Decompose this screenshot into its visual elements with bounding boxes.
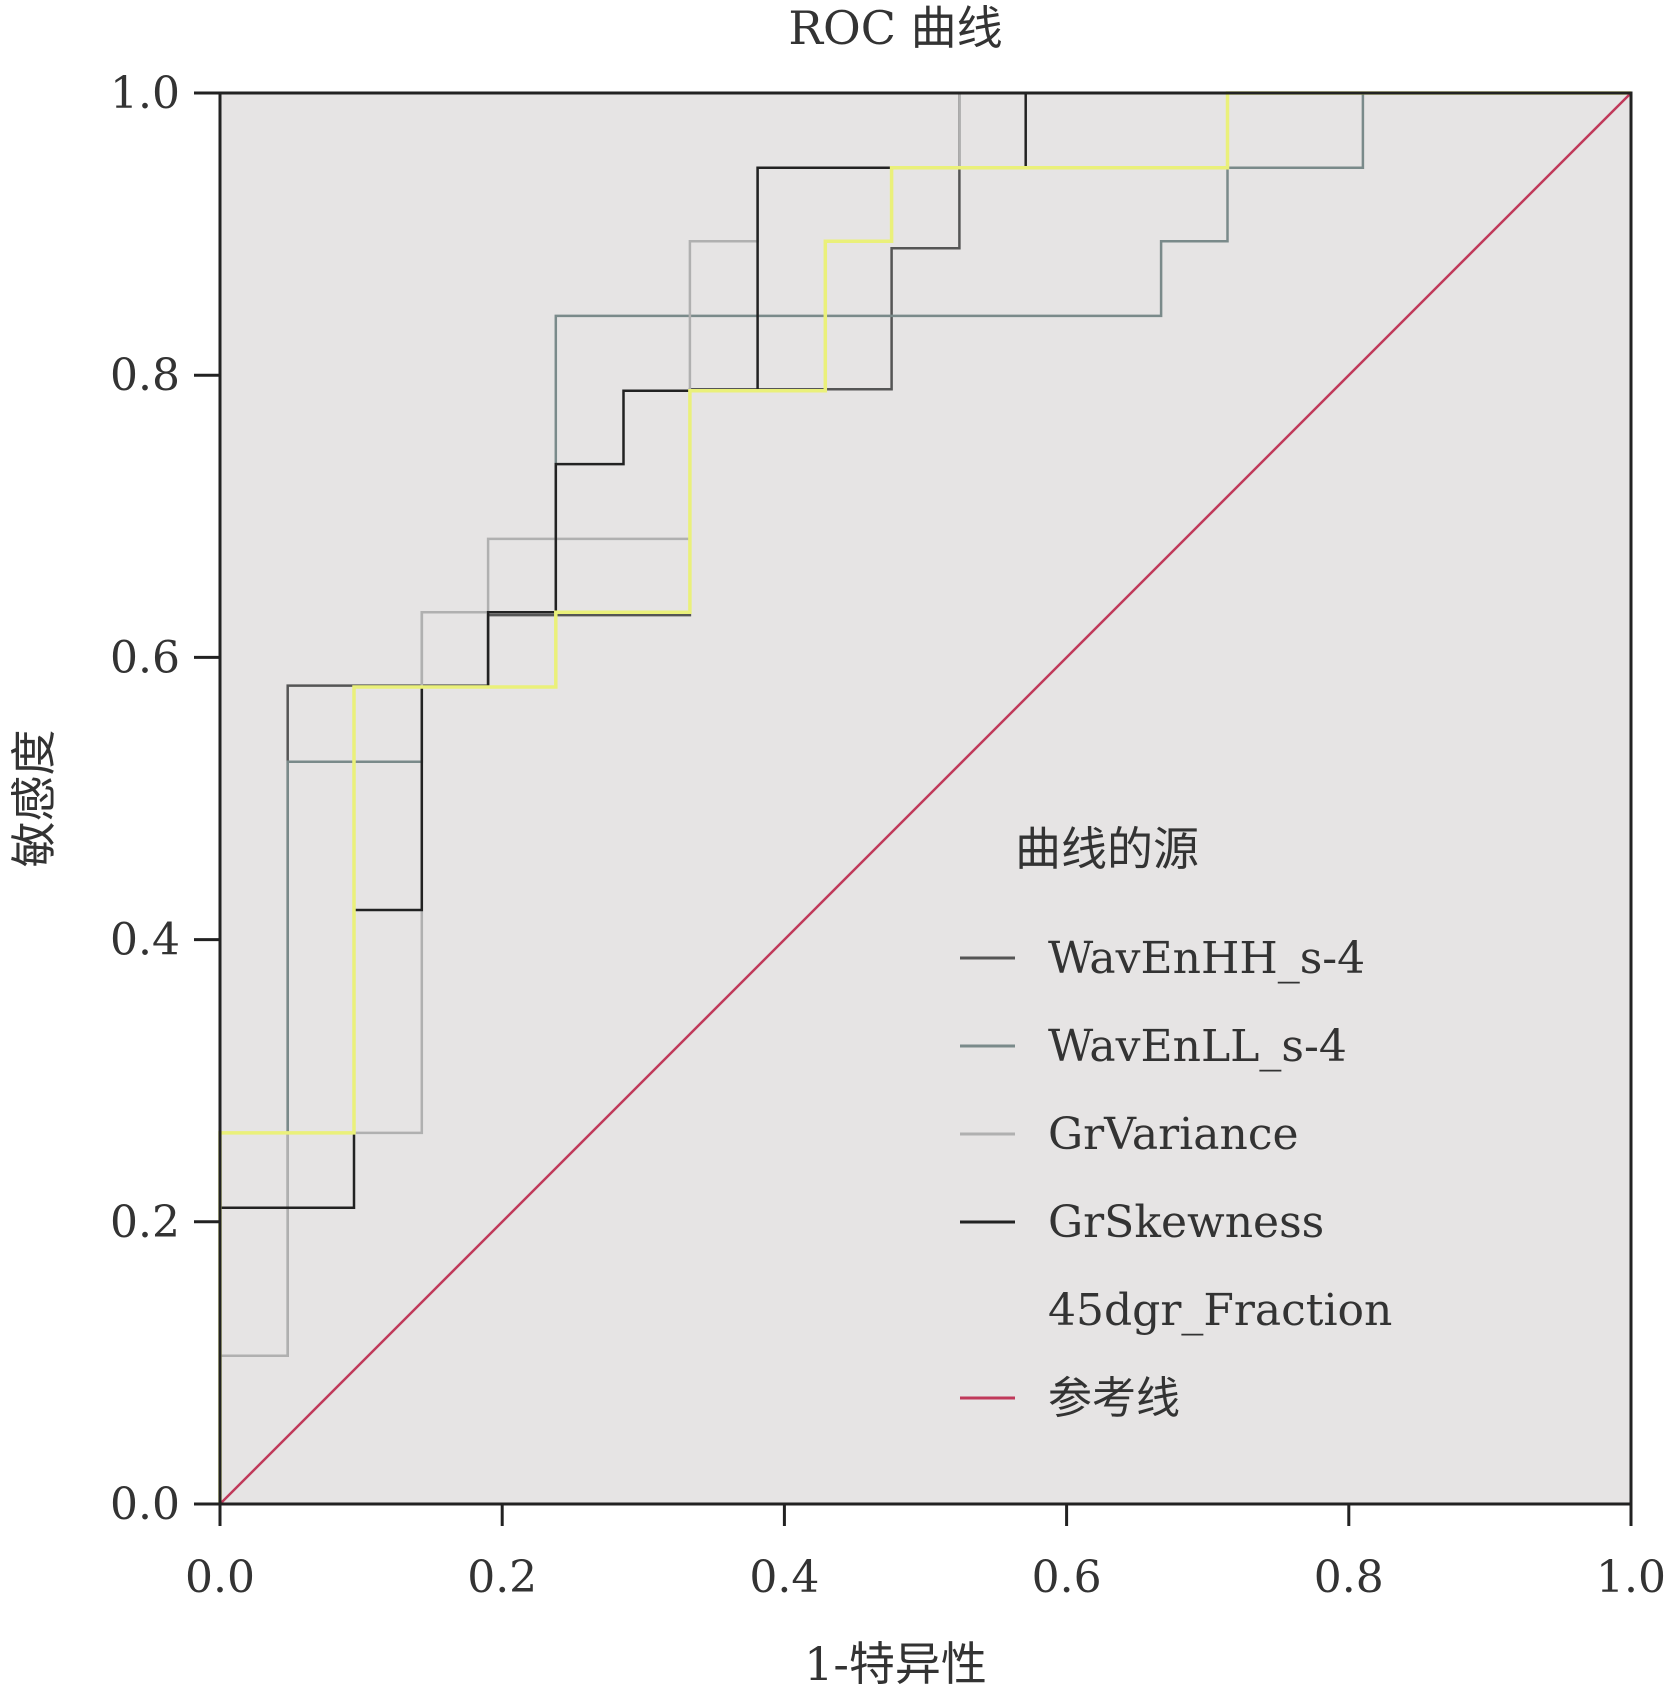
y-tick-label: 0.6 bbox=[110, 632, 180, 683]
y-tick-label: 0.8 bbox=[110, 350, 180, 401]
x-tick-label: 0.4 bbox=[749, 1552, 819, 1603]
series-layer bbox=[218, 91, 1632, 1505]
series-line-4 bbox=[218, 91, 1631, 1504]
x-tick-label: 0.2 bbox=[467, 1552, 537, 1603]
x-axis-label: 1-特异性 bbox=[804, 1637, 987, 1690]
legend-label: GrSkewness bbox=[1048, 1197, 1324, 1248]
x-tick-label: 1.0 bbox=[1596, 1552, 1666, 1603]
axes-layer: 0.0 0.2 0.4 0.6 0.8 1.0 0.0 0.2 0.4 0.6 0.8 1.0 bbox=[110, 68, 1666, 1603]
series-line-5 bbox=[219, 92, 1632, 1505]
chart-title: ROC 曲线 bbox=[788, 1, 1002, 55]
legend-label: WavEnLL_s-4 bbox=[1048, 1021, 1347, 1072]
legend-label: 参考线 bbox=[1048, 1373, 1180, 1424]
legend-label: WavEnHH_s-4 bbox=[1048, 933, 1365, 984]
y-tick-label: 1.0 bbox=[110, 68, 180, 119]
legend-title: 曲线的源 bbox=[1015, 822, 1199, 876]
y-axis-label: 敏感度 bbox=[7, 730, 61, 868]
y-tick-label: 0.4 bbox=[110, 915, 180, 966]
y-tick-label: 0.2 bbox=[110, 1197, 180, 1248]
x-tick-label: 0.6 bbox=[1032, 1552, 1102, 1603]
plot-frame bbox=[218, 91, 1633, 1506]
x-tick-label: 0.0 bbox=[185, 1552, 255, 1603]
y-tick-label: 0.0 bbox=[110, 1479, 180, 1530]
legend: 曲线的源 WavEnHH_s-4 WavEnLL_s-4 GrVariance GrS… bbox=[960, 822, 1392, 1424]
legend-label: 45dgr_Fraction bbox=[1048, 1285, 1392, 1336]
x-tick-label: 0.8 bbox=[1314, 1552, 1384, 1603]
legend-label: GrVariance bbox=[1048, 1109, 1299, 1160]
